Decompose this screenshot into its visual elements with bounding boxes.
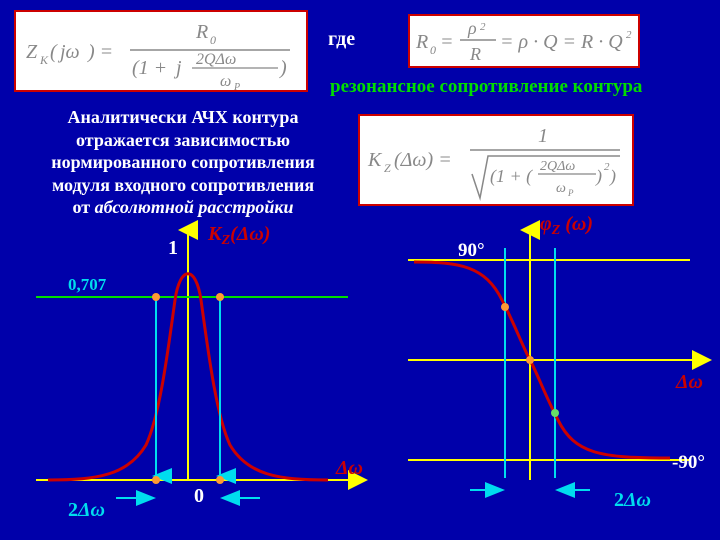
label-2dw-left: 2Δω bbox=[68, 499, 105, 521]
label-0707: 0,707 bbox=[68, 275, 107, 294]
dot-base-left bbox=[152, 476, 160, 484]
formula-zk: Z K ( jω ) = R 0 (1 + j 2QΔω ω P ) bbox=[14, 10, 308, 92]
svg-text:): ) bbox=[595, 166, 602, 187]
dot-phase-center bbox=[526, 356, 534, 364]
text-where: где bbox=[328, 28, 355, 51]
left-plot: КZ(Δω) 1 0,707 0 Δω 2Δω bbox=[18, 220, 378, 530]
svg-text:ω: ω bbox=[556, 181, 566, 196]
svg-text:(Δω) =: (Δω) = bbox=[394, 149, 452, 171]
svg-text:ρ: ρ bbox=[467, 18, 477, 38]
svg-text:jω: jω bbox=[57, 41, 80, 63]
label-zero: 0 bbox=[194, 485, 204, 507]
svg-text:2QΔω: 2QΔω bbox=[540, 159, 575, 174]
label-m90: -90° bbox=[672, 452, 705, 473]
svg-text:R: R bbox=[469, 44, 481, 64]
dot-phase-right bbox=[551, 409, 559, 417]
right-plot: φZ (ω) 90° -90° Δω 2Δω bbox=[390, 210, 720, 530]
svg-text:K: K bbox=[39, 53, 49, 67]
label-dw-right: Δω bbox=[675, 371, 703, 393]
text-res-resist: резонансное сопротивление контура bbox=[330, 76, 642, 98]
analytic-line5: от bbox=[73, 197, 95, 217]
svg-text:R: R bbox=[415, 31, 428, 53]
svg-text:): ) bbox=[609, 166, 616, 187]
svg-text:Z: Z bbox=[26, 41, 38, 63]
label-2dw-right: 2Δω bbox=[614, 489, 651, 511]
svg-text:(1 + (: (1 + ( bbox=[490, 166, 533, 187]
label-p90: 90° bbox=[458, 240, 485, 261]
svg-text:ω: ω bbox=[220, 73, 231, 90]
label-one: 1 bbox=[168, 237, 178, 259]
dot-half-right bbox=[216, 293, 224, 301]
analytic-line2: отражается зависимостью bbox=[76, 130, 290, 150]
formula-kz: K Z (Δω) = 1 (1 + ( 2QΔω ω P ) 2 ) bbox=[358, 114, 634, 206]
svg-text:j: j bbox=[173, 57, 182, 79]
text-res-resist-content: резонансное сопротивление контура bbox=[330, 76, 642, 97]
analytic-line4: модуля входного сопротивления bbox=[52, 175, 314, 195]
svg-text:K: K bbox=[367, 149, 383, 171]
svg-text:P: P bbox=[233, 82, 240, 90]
dot-phase-left bbox=[501, 303, 509, 311]
svg-text:): ) bbox=[279, 57, 287, 79]
label-dw-left: Δω bbox=[335, 457, 363, 479]
svg-text:(: ( bbox=[50, 41, 58, 63]
svg-text:(1 +: (1 + bbox=[132, 57, 167, 79]
analytic-line1: Аналитически АЧХ контура bbox=[68, 107, 299, 127]
dot-base-right bbox=[216, 476, 224, 484]
dot-half-left bbox=[152, 293, 160, 301]
svg-text:0: 0 bbox=[430, 43, 436, 57]
formula-r0: R 0 = ρ 2 R = ρ · Q = R · Q 2 bbox=[408, 14, 640, 68]
analytic-line3: нормированного сопротивления bbox=[51, 152, 314, 172]
text-analytic: Аналитически АЧХ контура отражается зави… bbox=[20, 106, 346, 219]
svg-text:Z: Z bbox=[384, 161, 391, 175]
svg-text:R: R bbox=[195, 21, 208, 43]
svg-text:2QΔω: 2QΔω bbox=[196, 51, 236, 68]
svg-text:2: 2 bbox=[626, 29, 632, 41]
svg-text:0: 0 bbox=[210, 33, 216, 47]
svg-text:1: 1 bbox=[538, 125, 548, 147]
svg-text:= ρ · Q = R · Q: = ρ · Q = R · Q bbox=[500, 31, 623, 53]
svg-text:) =: ) = bbox=[87, 41, 113, 63]
svg-text:2: 2 bbox=[480, 21, 486, 33]
text-where-content: где bbox=[328, 28, 355, 50]
left-plot-title: КZ(Δω) bbox=[207, 223, 270, 248]
analytic-italic: абсолютной расстройки bbox=[95, 197, 294, 217]
right-plot-title: φZ (ω) bbox=[540, 213, 593, 238]
svg-text:P: P bbox=[567, 188, 574, 198]
svg-text:=: = bbox=[440, 31, 454, 53]
